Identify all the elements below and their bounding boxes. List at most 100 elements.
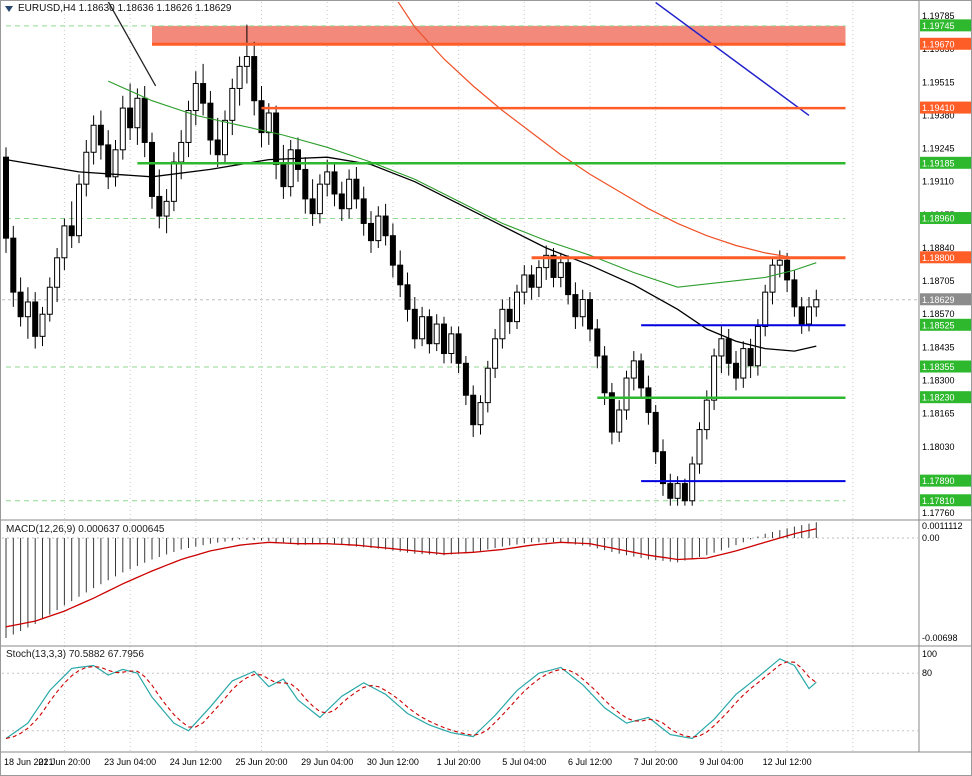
price-level-label: 1.18960 bbox=[922, 214, 955, 224]
candle-up bbox=[170, 161, 177, 202]
price-level-label: 1.18355 bbox=[922, 362, 955, 372]
price-level-label-bg bbox=[920, 494, 971, 507]
candle-down bbox=[784, 259, 791, 281]
candle-up bbox=[616, 409, 623, 433]
candle-up bbox=[674, 483, 681, 499]
candle-up bbox=[419, 316, 426, 340]
stoch-d-line bbox=[5, 661, 817, 740]
price-tick-label: 1.17760 bbox=[922, 508, 955, 518]
stoch-axis-100-label: 100 bbox=[922, 649, 937, 659]
candle-up bbox=[718, 338, 725, 357]
candle-down bbox=[141, 97, 148, 143]
candle-down bbox=[309, 198, 316, 215]
price-tick-label: 1.19245 bbox=[922, 144, 955, 154]
candle-down bbox=[601, 355, 608, 394]
candle-up bbox=[324, 171, 331, 185]
candle-up bbox=[762, 291, 769, 328]
ma-mid-black bbox=[5, 156, 817, 352]
candle-up bbox=[46, 286, 53, 315]
candle-down bbox=[426, 316, 433, 345]
candle-up bbox=[83, 151, 90, 185]
macd-axis-max-label: 0.0011112 bbox=[922, 521, 963, 531]
price-level-label: 1.18525 bbox=[922, 320, 955, 330]
price-tick-label: 1.18570 bbox=[922, 309, 955, 319]
price-tick-label: 1.18300 bbox=[922, 376, 955, 386]
price-level-label: 1.19185 bbox=[922, 158, 955, 168]
candle-up bbox=[433, 323, 440, 345]
price-level-label: 1.18629 bbox=[922, 295, 955, 305]
price-level-label: 1.19745 bbox=[922, 21, 955, 31]
candle-down bbox=[652, 411, 659, 453]
price-tick-label: 1.18030 bbox=[922, 442, 955, 452]
candle-down bbox=[594, 328, 601, 357]
candle-down bbox=[455, 333, 462, 364]
candle-down bbox=[660, 451, 666, 485]
candle-down bbox=[32, 301, 39, 337]
price-level-label: 1.18230 bbox=[922, 393, 955, 403]
candle-up bbox=[477, 402, 484, 426]
candle-up bbox=[243, 56, 250, 67]
candle-down bbox=[462, 362, 469, 396]
price-level-label-bg bbox=[920, 474, 971, 487]
candle-down bbox=[3, 156, 9, 239]
time-axis-label: 24 Jun 12:00 bbox=[170, 757, 222, 767]
price-level-label: 1.17890 bbox=[922, 476, 955, 486]
candle-down bbox=[302, 168, 309, 200]
time-axis-label: 18 Jun 2021 bbox=[4, 757, 54, 767]
candle-down bbox=[565, 262, 572, 296]
price-level-label: 1.19670 bbox=[922, 39, 955, 49]
resistance-zone bbox=[152, 25, 846, 45]
time-axis-label: 23 Jun 04:00 bbox=[104, 757, 156, 767]
candle-down bbox=[10, 237, 17, 293]
candle-up bbox=[776, 259, 783, 266]
candle-up bbox=[499, 308, 506, 340]
candle-up bbox=[535, 267, 542, 288]
candle-up bbox=[521, 274, 528, 293]
candle-down bbox=[127, 107, 134, 129]
candle-down bbox=[667, 483, 674, 499]
candle-down bbox=[441, 323, 447, 355]
price-tick-label: 1.18705 bbox=[922, 276, 955, 286]
candle-up bbox=[740, 348, 747, 379]
candle-up bbox=[579, 299, 586, 318]
ma-green bbox=[107, 80, 817, 288]
chart-header: EURUSD,H4 1.18630 1.18636 1.18626 1.1862… bbox=[5, 3, 232, 14]
time-axis-label: 12 Jul 12:00 bbox=[763, 757, 812, 767]
candle-up bbox=[448, 333, 455, 355]
price-level-label-bg bbox=[920, 318, 971, 331]
candle-up bbox=[192, 83, 199, 112]
trendline-blue bbox=[655, 2, 810, 117]
candle-up bbox=[287, 149, 294, 188]
candle-down bbox=[105, 144, 112, 178]
candle-up bbox=[112, 149, 119, 178]
candle-down bbox=[331, 171, 338, 195]
price-level-label-bg bbox=[920, 251, 971, 264]
candle-down bbox=[207, 102, 214, 141]
candle-down bbox=[608, 392, 615, 433]
time-axis-label: 30 Jun 12:00 bbox=[367, 757, 419, 767]
candle-up bbox=[163, 200, 170, 217]
candle-up bbox=[229, 87, 236, 121]
candle-down bbox=[506, 308, 513, 323]
candle-up bbox=[61, 225, 68, 259]
price-level-label: 1.18800 bbox=[922, 253, 955, 263]
candle-up bbox=[484, 367, 491, 404]
candle-up bbox=[134, 97, 141, 129]
candle-down bbox=[733, 362, 739, 379]
price-level-label-bg bbox=[920, 156, 971, 169]
candle-up bbox=[813, 299, 820, 308]
price-level-label-bg bbox=[920, 360, 971, 373]
chart-title: EURUSD,H4 1.18630 1.18636 1.18626 1.1862… bbox=[18, 3, 232, 14]
stoch-panel bbox=[2, 658, 918, 740]
candle-down bbox=[638, 360, 645, 389]
candle-down bbox=[68, 225, 75, 237]
symbol-dropdown-icon[interactable] bbox=[5, 5, 13, 12]
price-level-label-bg bbox=[920, 37, 971, 50]
candle-up bbox=[39, 313, 46, 337]
candle-down bbox=[258, 100, 265, 134]
candle-down bbox=[214, 139, 221, 156]
candle-up bbox=[711, 355, 718, 401]
candle-up bbox=[689, 463, 696, 502]
